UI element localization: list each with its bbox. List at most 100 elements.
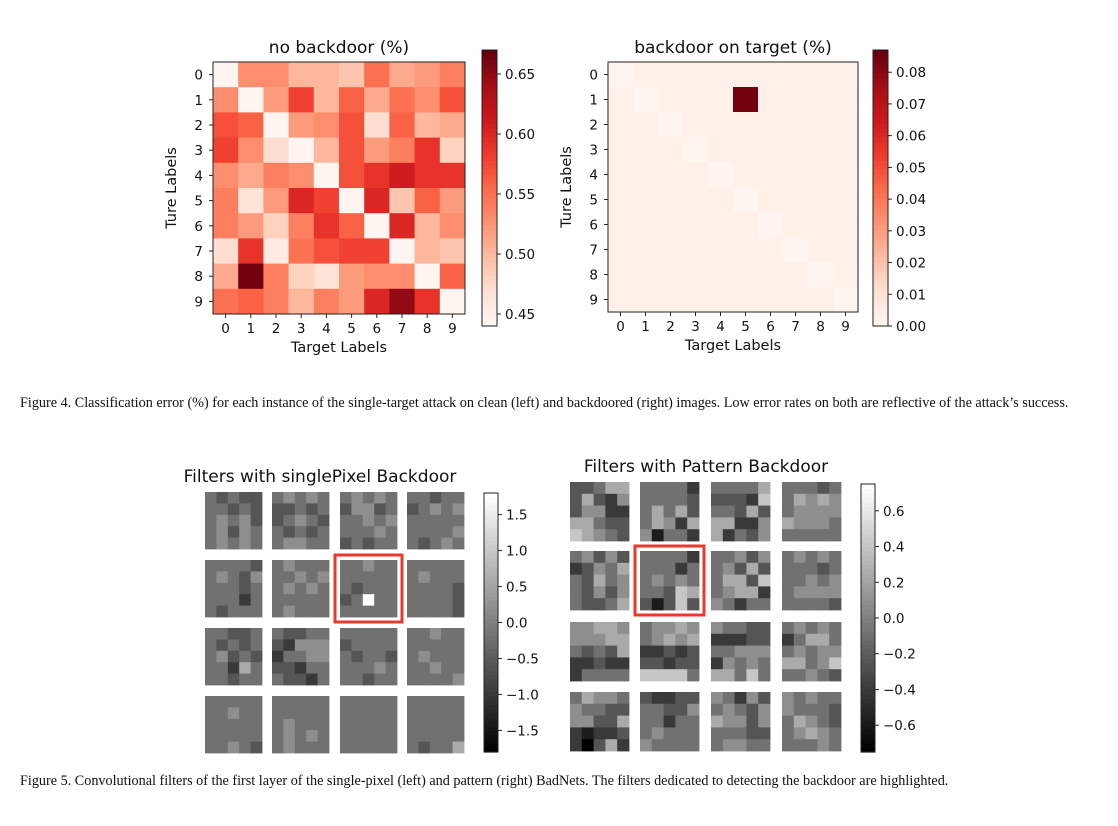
filter-cell bbox=[205, 741, 217, 754]
filter-cell bbox=[283, 594, 296, 606]
filter-cell bbox=[758, 727, 771, 740]
filter-cell bbox=[250, 560, 263, 572]
filter-cell bbox=[758, 574, 771, 587]
colorbar-segment bbox=[484, 734, 498, 740]
colorbar-segment bbox=[482, 220, 497, 226]
filter-cell bbox=[317, 492, 330, 504]
heatmap-cell bbox=[288, 288, 315, 315]
filter-cell bbox=[829, 529, 842, 542]
heatmap-cell bbox=[733, 262, 759, 288]
filter-cell bbox=[317, 571, 330, 584]
filter-cell bbox=[452, 571, 465, 584]
filter-cell bbox=[805, 727, 818, 740]
filter-cell bbox=[711, 633, 724, 646]
filter-cell bbox=[205, 537, 217, 550]
filter-cell bbox=[758, 517, 771, 530]
heatmap-cell bbox=[414, 62, 441, 88]
filter-cell bbox=[782, 692, 795, 705]
filter-cell bbox=[593, 493, 606, 506]
colorbar-segment bbox=[861, 595, 875, 601]
x-tick-label: 9 bbox=[841, 319, 850, 335]
filter-cell bbox=[227, 514, 240, 527]
filter-cell bbox=[227, 662, 240, 674]
filter-cell bbox=[317, 639, 330, 652]
filter-cell bbox=[711, 517, 724, 530]
filter-cell bbox=[817, 586, 830, 599]
heatmap-cell bbox=[683, 187, 709, 213]
filter-cell bbox=[441, 560, 453, 572]
filter-cell bbox=[817, 657, 830, 670]
filter-cell bbox=[351, 514, 364, 527]
filter-cell bbox=[581, 727, 594, 740]
filter-cell bbox=[429, 571, 442, 584]
y-tick-label: 8 bbox=[589, 268, 598, 284]
filter-cell bbox=[351, 571, 364, 584]
filter-cell bbox=[805, 586, 818, 599]
filter-cell bbox=[429, 628, 442, 640]
filter-cell bbox=[362, 594, 375, 606]
colorbar-segment bbox=[482, 59, 497, 65]
heatmap-cell bbox=[833, 162, 859, 188]
filter-cell bbox=[205, 582, 217, 595]
colorbar-segment bbox=[873, 146, 888, 152]
filter-cell bbox=[829, 692, 842, 705]
filter-cell bbox=[722, 551, 735, 564]
filter-cell bbox=[306, 650, 318, 663]
heatmap-cell bbox=[364, 238, 390, 265]
filter-cell bbox=[817, 633, 830, 646]
filter-cell bbox=[294, 628, 307, 640]
filter-cell bbox=[283, 696, 296, 708]
heatmap-cell bbox=[339, 263, 365, 290]
y-axis-label: Ture Labels bbox=[559, 146, 575, 229]
colorbar-segment bbox=[484, 626, 498, 632]
heatmap-backdoor-on-target: backdoor on target (%)0 1 2 3 4 5 6 7 8 901234567… bbox=[559, 38, 926, 354]
filter-cell bbox=[374, 639, 386, 652]
filter-cell bbox=[239, 582, 251, 595]
colorbar-segment bbox=[861, 582, 875, 588]
filter-cell bbox=[605, 633, 618, 646]
filter bbox=[711, 622, 771, 682]
colorbar-segment bbox=[873, 307, 888, 313]
filter-cell bbox=[570, 739, 583, 752]
colorbar-segment bbox=[482, 298, 497, 304]
filter-cell bbox=[711, 482, 724, 495]
filter-cell bbox=[734, 739, 747, 752]
filter-cell bbox=[418, 503, 431, 516]
filter-cell bbox=[385, 718, 398, 731]
filter-cell bbox=[374, 526, 386, 538]
colorbar-segment bbox=[484, 592, 498, 598]
heatmap-cell bbox=[658, 162, 684, 188]
colorbar-segment bbox=[482, 137, 497, 143]
filter-cell bbox=[711, 669, 724, 682]
filter-cell bbox=[640, 703, 653, 716]
filter-cell bbox=[294, 718, 307, 731]
filter-cell bbox=[340, 526, 352, 538]
colorbar-segment bbox=[873, 128, 888, 134]
filter-cell bbox=[651, 739, 664, 752]
x-tick-label: 5 bbox=[741, 319, 750, 335]
filter-cell bbox=[441, 605, 453, 618]
filter-cell bbox=[407, 571, 419, 584]
filter-cell bbox=[829, 505, 842, 518]
heatmap-cell bbox=[313, 238, 340, 265]
heatmap-cell bbox=[708, 137, 734, 163]
filter bbox=[711, 482, 771, 542]
filter-cell bbox=[340, 571, 352, 584]
filter-cell bbox=[452, 560, 465, 572]
heatmap-cell bbox=[733, 187, 759, 213]
colorbar-segment bbox=[873, 188, 888, 194]
filter-cell bbox=[640, 598, 653, 611]
filter-cell bbox=[651, 669, 664, 682]
colorbar-tick-label: 0.2 bbox=[883, 575, 904, 591]
filter-cell bbox=[605, 715, 618, 728]
filter-cell bbox=[250, 514, 263, 527]
heatmap-cell bbox=[339, 162, 365, 189]
filter-cell bbox=[640, 633, 653, 646]
y-tick-label: 6 bbox=[589, 218, 598, 234]
heatmap-cell bbox=[389, 87, 416, 113]
heatmap-cell bbox=[288, 112, 315, 139]
filter-cell bbox=[452, 718, 465, 731]
heatmap-cell bbox=[658, 187, 684, 213]
colorbar-segment bbox=[873, 197, 888, 203]
heatmap-cell bbox=[683, 62, 709, 88]
